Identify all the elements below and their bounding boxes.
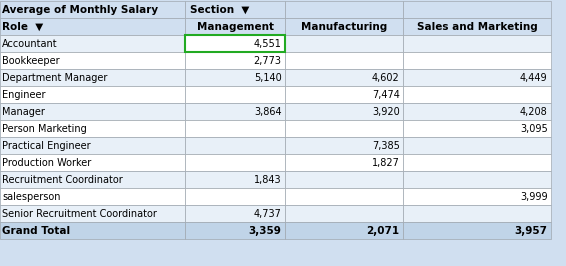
Text: Manager: Manager <box>2 107 45 117</box>
Text: Manufacturing: Manufacturing <box>301 22 387 32</box>
Text: 3,359: 3,359 <box>248 226 282 236</box>
Text: 2,773: 2,773 <box>254 56 282 66</box>
Text: 7,474: 7,474 <box>372 90 400 100</box>
Text: 3,095: 3,095 <box>520 124 547 134</box>
Text: Senior Recruitment Coordinator: Senior Recruitment Coordinator <box>2 209 157 219</box>
Text: 3,864: 3,864 <box>254 107 282 117</box>
Text: 4,737: 4,737 <box>254 209 282 219</box>
Text: 3,957: 3,957 <box>514 226 547 236</box>
Text: Department Manager: Department Manager <box>2 73 108 83</box>
Text: Sales and Marketing: Sales and Marketing <box>417 22 537 32</box>
Text: Person Marketing: Person Marketing <box>2 124 87 134</box>
Text: 5,140: 5,140 <box>254 73 282 83</box>
Text: Management: Management <box>196 22 273 32</box>
Text: Average of Monthly Salary: Average of Monthly Salary <box>2 5 158 15</box>
Text: Practical Engineer: Practical Engineer <box>2 141 91 151</box>
Text: 4,449: 4,449 <box>520 73 547 83</box>
Text: 4,551: 4,551 <box>254 39 282 49</box>
Text: 4,208: 4,208 <box>520 107 547 117</box>
Text: Engineer: Engineer <box>2 90 46 100</box>
Text: Accountant: Accountant <box>2 39 58 49</box>
Text: salesperson: salesperson <box>2 192 61 202</box>
Text: 4,551: 4,551 <box>254 39 282 49</box>
Text: Recruitment Coordinator: Recruitment Coordinator <box>2 175 123 185</box>
Text: Bookkeeper: Bookkeeper <box>2 56 60 66</box>
Text: Role  ▼: Role ▼ <box>2 22 44 32</box>
Text: 7,385: 7,385 <box>372 141 400 151</box>
Text: 1,827: 1,827 <box>372 158 400 168</box>
Text: 1,843: 1,843 <box>254 175 282 185</box>
Text: Grand Total: Grand Total <box>2 226 70 236</box>
Text: Section  ▼: Section ▼ <box>190 5 249 15</box>
Text: 2,071: 2,071 <box>366 226 400 236</box>
Text: Production Worker: Production Worker <box>2 158 92 168</box>
Text: 4,602: 4,602 <box>372 73 400 83</box>
Text: 3,920: 3,920 <box>372 107 400 117</box>
Text: 3,999: 3,999 <box>520 192 547 202</box>
